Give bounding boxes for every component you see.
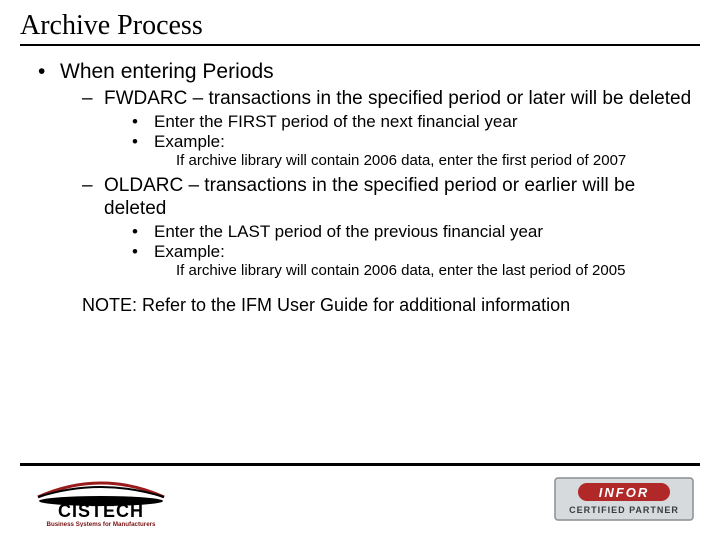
slide-title: Archive Process xyxy=(20,10,700,42)
badge-text: CERTIFIED PARTNER xyxy=(569,505,679,515)
brand-text: INFOR xyxy=(599,485,649,500)
bullet-dot-icon: • xyxy=(132,112,154,132)
bullet-l2-text: OLDARC – transactions in the specified p… xyxy=(104,175,635,218)
bullet-l3-text: Example: xyxy=(154,132,225,151)
note-text: NOTE: Refer to the IFM User Guide for ad… xyxy=(82,295,700,316)
bullet-l1: •When entering Periods xyxy=(38,60,700,84)
cistech-logo-svg: CISTECH Business Systems for Manufacture… xyxy=(26,475,176,527)
dash-icon: – xyxy=(82,88,104,110)
bullet-l3: •Example: xyxy=(132,242,700,262)
bullet-l2-text: FWDARC – transactions in the specified p… xyxy=(104,88,691,109)
bullet-l4: If archive library will contain 2006 dat… xyxy=(176,262,700,281)
footer: CISTECH Business Systems for Manufacture… xyxy=(0,470,720,540)
title-rule xyxy=(20,44,700,46)
bullet-l3: •Example: xyxy=(132,132,700,152)
bullet-l1-text: When entering Periods xyxy=(60,60,274,83)
logo-tagline: Business Systems for Manufacturers xyxy=(46,521,156,527)
logo-main-text: CISTECH xyxy=(58,501,144,521)
bullet-l3-text: Enter the LAST period of the previous fi… xyxy=(154,222,543,241)
bullet-l3-text: Example: xyxy=(154,242,225,261)
bullet-l3-text: Enter the FIRST period of the next finan… xyxy=(154,112,518,131)
infor-badge-svg: INFOR CERTIFIED PARTNER xyxy=(554,477,694,521)
bullet-dot-icon: • xyxy=(132,222,154,242)
bullet-dot-icon: • xyxy=(38,60,60,84)
bullet-l2-oldarc: –OLDARC – transactions in the specified … xyxy=(82,175,700,220)
cistech-logo: CISTECH Business Systems for Manufacture… xyxy=(26,475,176,532)
infor-badge: INFOR CERTIFIED PARTNER xyxy=(554,477,694,526)
bullet-l3: •Enter the FIRST period of the next fina… xyxy=(132,112,700,132)
bullet-dot-icon: • xyxy=(132,242,154,262)
dash-icon: – xyxy=(82,175,104,197)
logo-arc-top xyxy=(38,483,164,497)
bullet-dot-icon: • xyxy=(132,132,154,152)
bullet-l2-fwdarc: –FWDARC – transactions in the specified … xyxy=(82,88,700,110)
bullet-l4: If archive library will contain 2006 dat… xyxy=(176,152,700,171)
slide: Archive Process •When entering Periods –… xyxy=(0,0,720,540)
footer-rule xyxy=(20,463,700,466)
bullet-l3: •Enter the LAST period of the previous f… xyxy=(132,222,700,242)
